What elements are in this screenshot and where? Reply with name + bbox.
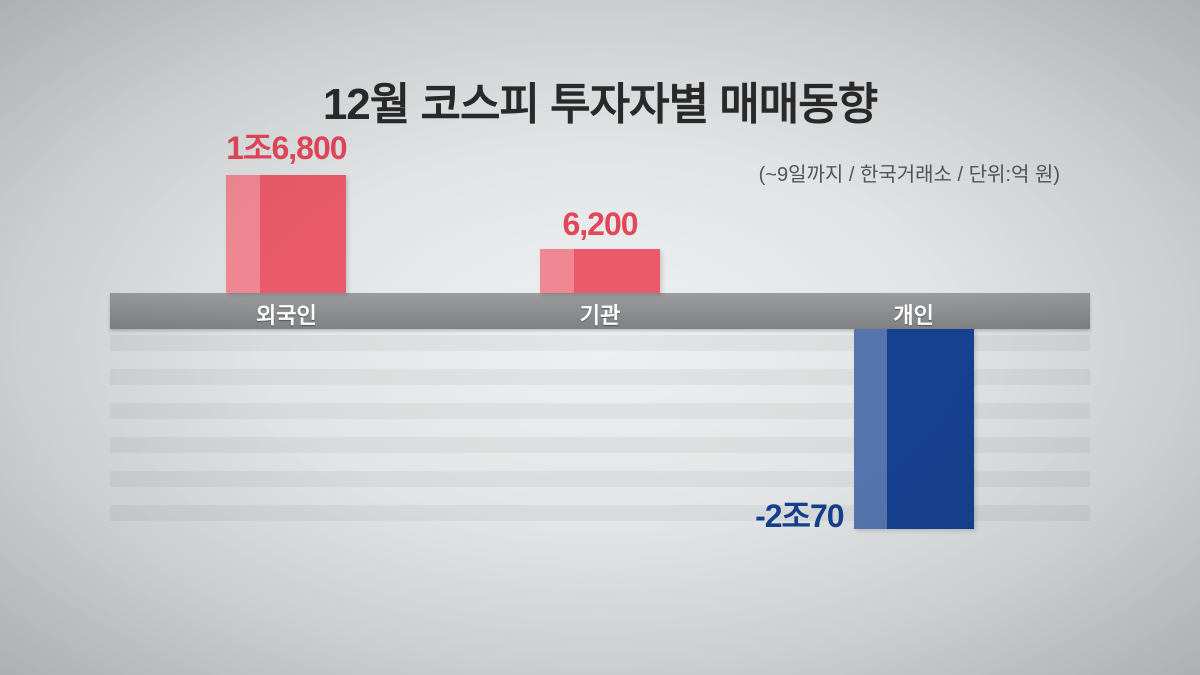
category-label: 외국인: [206, 298, 366, 330]
chart-area: 1조6,800외국인6,200기관-2조70개인: [110, 145, 1090, 580]
bar: [226, 175, 346, 293]
bar-group: -2조70: [834, 329, 994, 529]
bar-group: 6,200: [520, 249, 680, 293]
bar-group: 1조6,800: [206, 175, 366, 293]
bar: [540, 249, 660, 293]
category-label: 개인: [834, 298, 994, 330]
bar: [854, 329, 974, 529]
value-label: -2조70: [755, 491, 844, 537]
category-label: 기관: [520, 298, 680, 330]
value-label: 6,200: [562, 206, 637, 243]
chart-title: 12월 코스피 투자자별 매매동향: [0, 68, 1200, 132]
bar-fold: [540, 249, 574, 293]
value-label: 1조6,800: [226, 123, 346, 169]
bar-fold: [854, 329, 888, 529]
bar-fold: [226, 175, 260, 293]
